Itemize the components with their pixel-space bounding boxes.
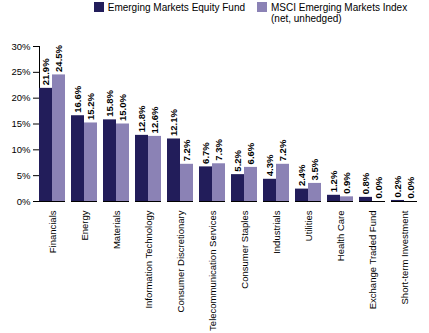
svg-text:4.3%: 4.3% bbox=[264, 154, 275, 176]
svg-text:Exchange Traded Fund: Exchange Traded Fund bbox=[367, 211, 378, 310]
svg-text:15%: 15% bbox=[11, 118, 31, 129]
svg-text:30%: 30% bbox=[11, 41, 31, 52]
svg-text:16.6%: 16.6% bbox=[72, 85, 83, 112]
svg-text:0.9%: 0.9% bbox=[341, 172, 352, 194]
svg-text:5%: 5% bbox=[17, 170, 31, 181]
html-text:Emerging Markets Equity Fund: Emerging Markets Equity Fund bbox=[107, 2, 245, 13]
svg-text:Financials: Financials bbox=[47, 210, 58, 253]
svg-text:0.8%: 0.8% bbox=[360, 172, 371, 194]
svg-text:0.0%: 0.0% bbox=[405, 176, 416, 198]
svg-text:12.6%: 12.6% bbox=[149, 106, 160, 133]
svg-text:5.2%: 5.2% bbox=[232, 149, 243, 171]
svg-text:25%: 25% bbox=[11, 66, 31, 77]
svg-text:Information Technology: Information Technology bbox=[143, 210, 154, 308]
svg-text:7.2%: 7.2% bbox=[277, 139, 288, 161]
svg-text:21.9%: 21.9% bbox=[40, 58, 51, 85]
svg-text:15.0%: 15.0% bbox=[117, 94, 128, 121]
svg-text:12.8%: 12.8% bbox=[136, 105, 147, 132]
svg-text:1.2%: 1.2% bbox=[328, 170, 339, 192]
svg-text:12.1%: 12.1% bbox=[168, 108, 179, 135]
svg-text:3.5%: 3.5% bbox=[309, 158, 320, 180]
svg-text:Consumer Discretionary: Consumer Discretionary bbox=[175, 210, 186, 312]
svg-text:20%: 20% bbox=[11, 92, 31, 103]
svg-text:Consumer Staples: Consumer Staples bbox=[239, 210, 250, 288]
svg-text:Health Care: Health Care bbox=[335, 211, 346, 262]
svg-text:Telecommunication Services: Telecommunication Services bbox=[207, 210, 218, 331]
svg-text:0.0%: 0.0% bbox=[373, 176, 384, 198]
svg-text:7.2%: 7.2% bbox=[181, 139, 192, 161]
svg-text:15.2%: 15.2% bbox=[85, 92, 96, 119]
svg-text:Utilities: Utilities bbox=[303, 210, 314, 241]
svg-text:0%: 0% bbox=[17, 196, 31, 207]
svg-text:10%: 10% bbox=[11, 144, 31, 155]
svg-text:7.3%: 7.3% bbox=[213, 139, 224, 161]
svg-text:Materials: Materials bbox=[111, 210, 122, 249]
svg-text:2.4%: 2.4% bbox=[296, 164, 307, 186]
html-text:MSCI Emerging Markets Index (n: MSCI Emerging Markets Index (net, unhedg… bbox=[271, 2, 408, 24]
svg-text:Energy: Energy bbox=[79, 210, 90, 240]
svg-text:Short-term Investment: Short-term Investment bbox=[399, 210, 410, 304]
svg-text:24.5%: 24.5% bbox=[53, 44, 64, 71]
svg-text:Industrials: Industrials bbox=[271, 210, 282, 254]
svg-text:6.6%: 6.6% bbox=[245, 142, 256, 164]
svg-text:15.8%: 15.8% bbox=[104, 89, 115, 116]
svg-text:0.2%: 0.2% bbox=[392, 175, 403, 197]
svg-text:6.7%: 6.7% bbox=[200, 142, 211, 164]
